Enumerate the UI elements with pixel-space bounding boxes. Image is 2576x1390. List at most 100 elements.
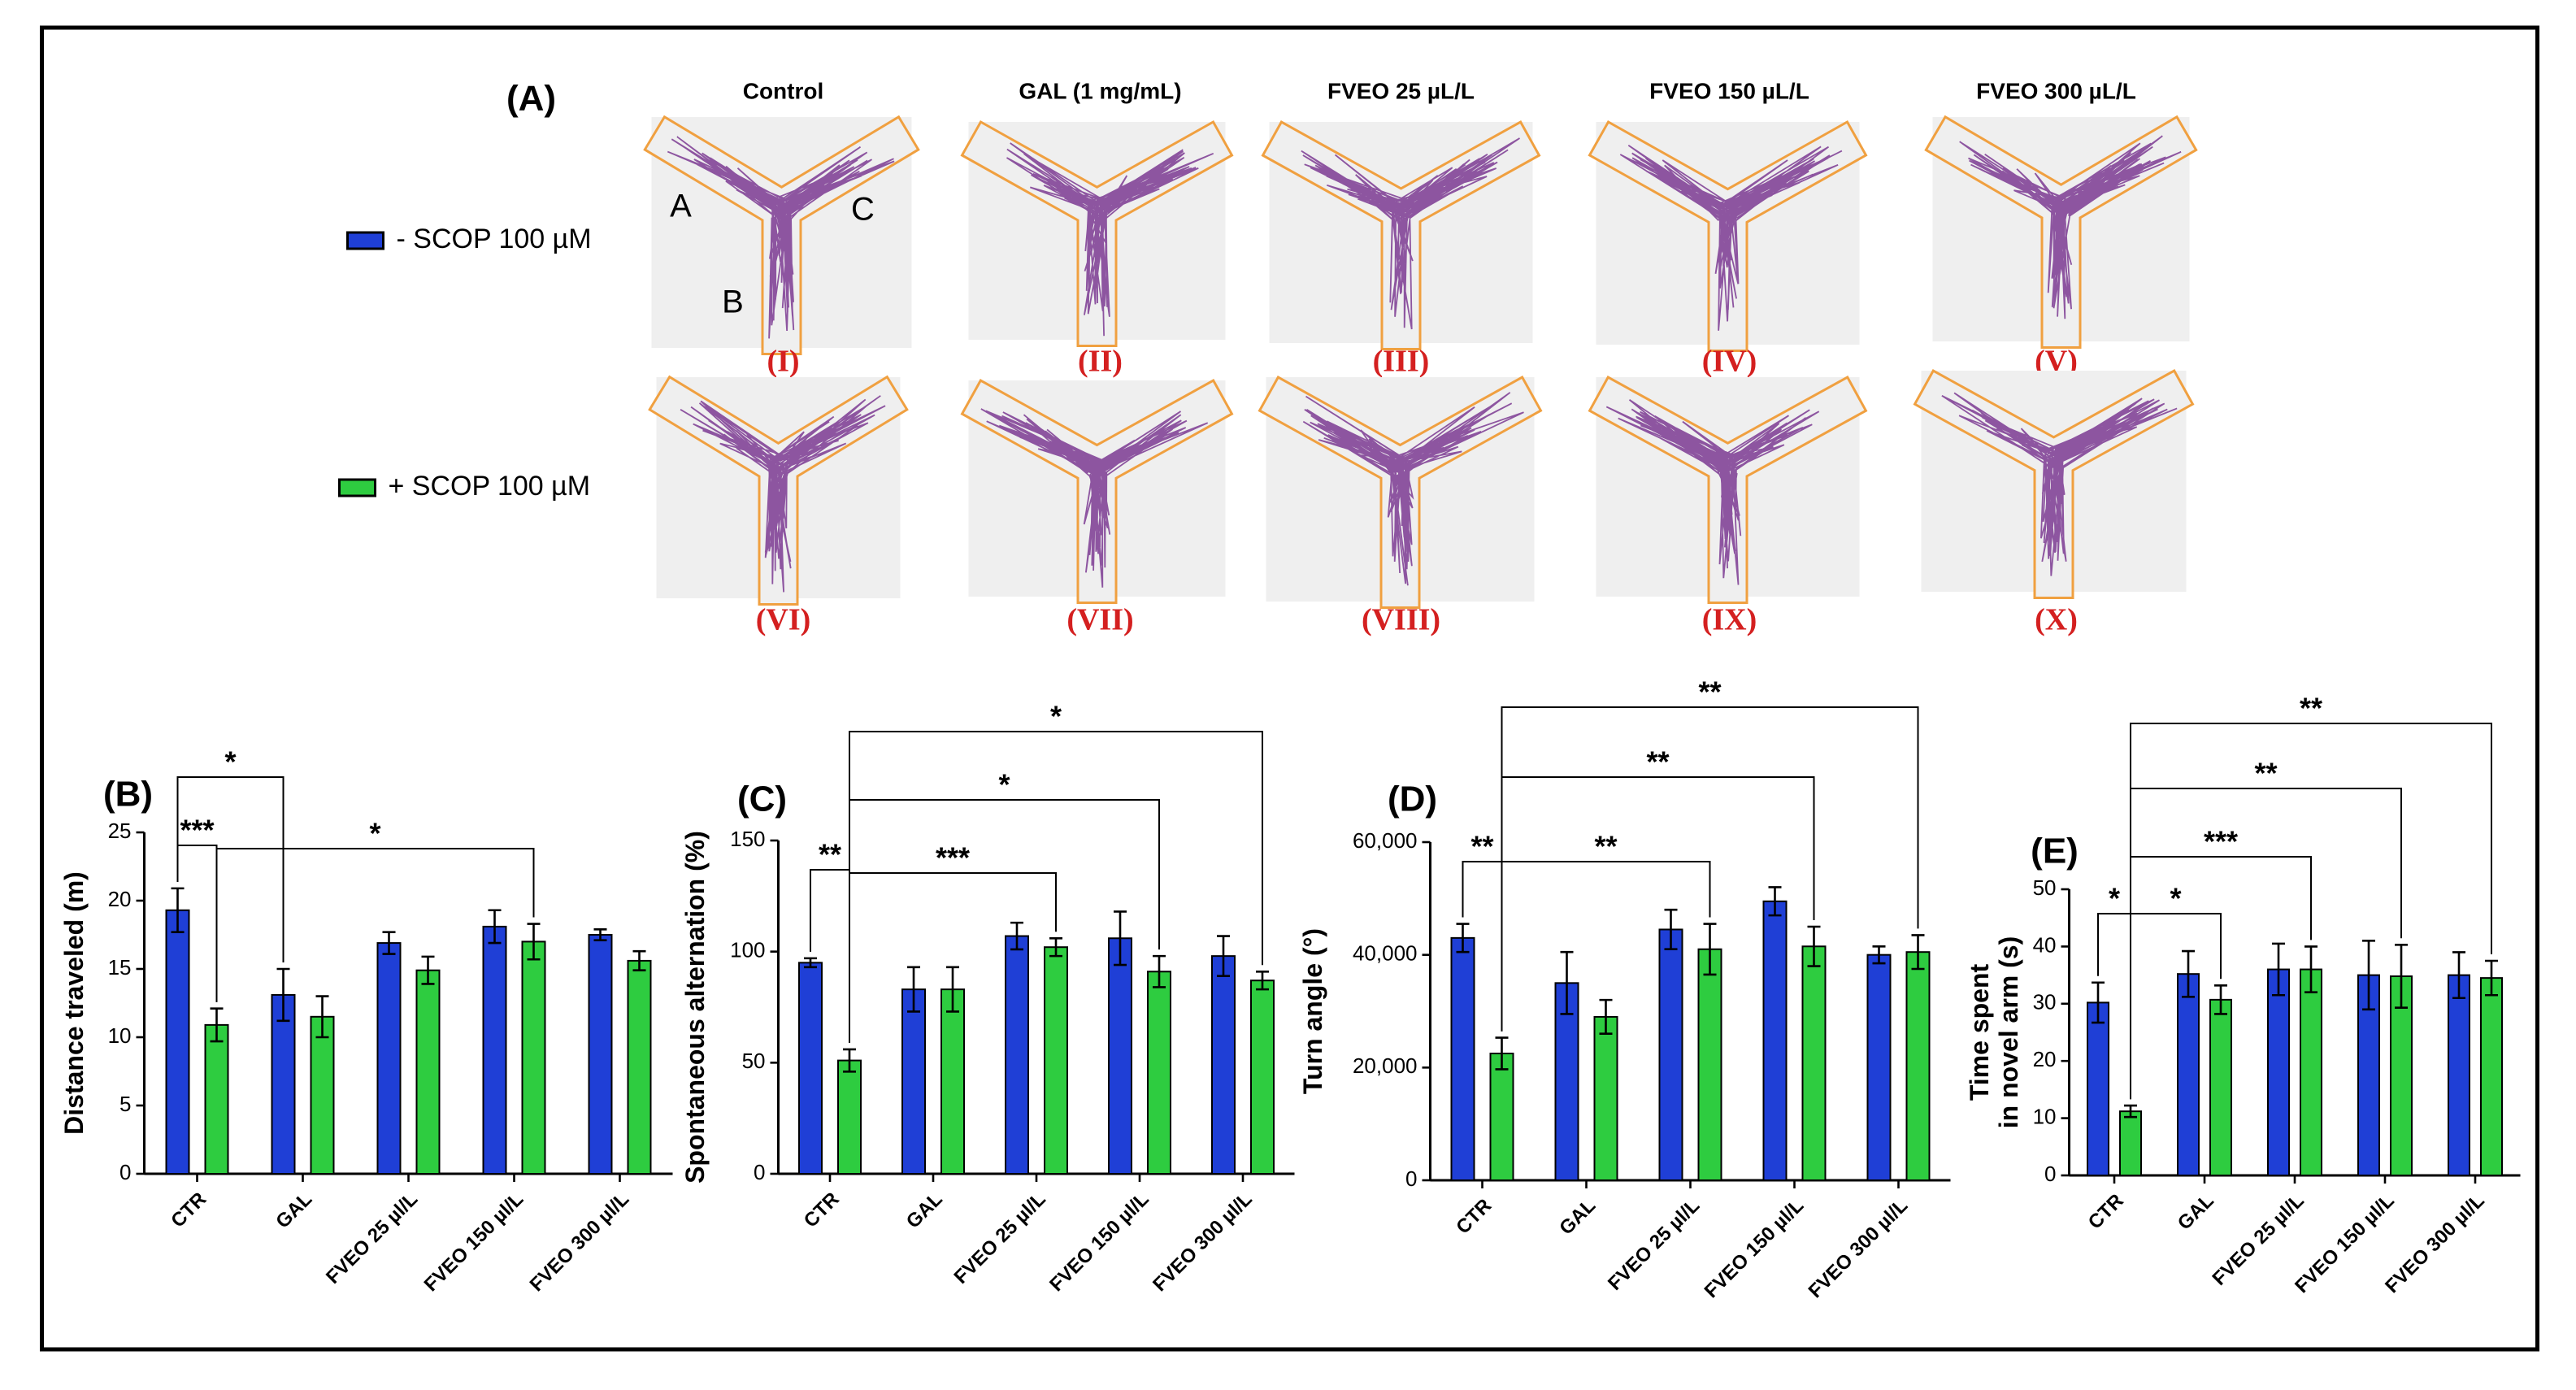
track — [1302, 392, 1524, 586]
error-bar — [1872, 945, 1886, 965]
error-bar — [1049, 936, 1062, 958]
x-tick-label: FVEO 300 µl/L — [1805, 1195, 1913, 1303]
column-title: Control — [743, 78, 824, 103]
x-tick-label: CTR — [1452, 1195, 1496, 1239]
x-tick-label: FVEO 25 µl/L — [2209, 1190, 2309, 1290]
y-tick-label: 0 — [2044, 1162, 2056, 1186]
error-bar — [527, 923, 541, 961]
error-bar — [2452, 951, 2465, 1000]
error-bar — [1217, 935, 1230, 978]
x-tick-label: FVEO 25 µl/L — [950, 1188, 1050, 1288]
legend-label: - SCOP 100 µM — [397, 224, 592, 254]
significance-label: *** — [936, 841, 970, 875]
bar — [2209, 998, 2232, 1176]
error-bar — [2272, 942, 2285, 997]
legend-swatch — [338, 478, 376, 497]
bar — [310, 1015, 335, 1175]
error-bar — [946, 966, 959, 1013]
bar — [1905, 951, 1931, 1181]
significance-label: * — [998, 768, 1010, 801]
y-tick-label: 20 — [2033, 1047, 2057, 1071]
error-bar — [2214, 984, 2227, 1015]
significance-bracket — [1501, 706, 1919, 1032]
x-tick-label: GAL — [902, 1188, 947, 1233]
error-bar — [2395, 943, 2408, 1010]
arm-label: B — [722, 285, 744, 320]
image-label: (IV) — [1702, 345, 1757, 379]
error-bar — [2485, 959, 2498, 997]
significance-bracket — [176, 776, 285, 962]
y-axis-title: Turn angle (°) — [1298, 928, 1327, 1094]
bar — [1211, 955, 1236, 1175]
bar — [1593, 1015, 1618, 1182]
error-bar — [2362, 940, 2375, 1011]
y-tick-label: 25 — [108, 819, 132, 843]
y-tick-label: 5 — [119, 1092, 131, 1116]
image-label: (II) — [1078, 345, 1123, 379]
error-bar — [1703, 923, 1717, 976]
column-title: FVEO 300 µL/L — [1976, 78, 2136, 103]
error-bar — [2304, 945, 2318, 994]
track — [680, 395, 886, 593]
significance-bracket — [215, 848, 535, 1002]
y-tick-label: 150 — [730, 827, 765, 851]
bar — [415, 969, 441, 1175]
track — [1301, 137, 1521, 330]
bar — [2300, 968, 2322, 1177]
y-tick-label: 50 — [742, 1049, 766, 1073]
error-bar — [593, 927, 607, 942]
x-tick-label: CTR — [800, 1188, 844, 1232]
x-tick-label: FVEO 150 µl/L — [420, 1188, 528, 1297]
track — [1006, 142, 1214, 337]
significance-label: *** — [2204, 825, 2238, 858]
significance-label: ** — [1698, 675, 1721, 709]
bar — [940, 988, 965, 1175]
y-tick-label: 60,000 — [1353, 828, 1418, 853]
y-tick-label: 10 — [2033, 1104, 2057, 1128]
error-bar — [488, 909, 502, 945]
y-axis-title: Distance traveled (m) — [59, 871, 89, 1135]
bar — [837, 1059, 862, 1175]
error-bar — [382, 931, 396, 955]
arm-label: C — [851, 192, 875, 228]
bar — [627, 959, 652, 1175]
x-tick-label: FVEO 25 µl/L — [1604, 1195, 1704, 1295]
image-label: (VI) — [756, 603, 811, 637]
error-bar — [1599, 998, 1613, 1036]
x-tick-label: GAL — [1555, 1195, 1600, 1240]
significance-label: * — [2170, 882, 2181, 915]
x-tick-label: CTR — [2084, 1190, 2128, 1234]
error-bar — [2092, 981, 2105, 1024]
y-axis-title: in novel arm (s) — [1994, 936, 2023, 1129]
error-bar — [1153, 954, 1166, 988]
bar — [271, 993, 296, 1175]
error-bar — [171, 887, 185, 933]
track — [1959, 135, 2182, 319]
error-bar — [1010, 921, 1023, 951]
bar — [204, 1023, 229, 1175]
error-bar — [210, 1007, 224, 1043]
y-tick-label: 20 — [108, 887, 132, 911]
x-tick-label: FVEO 150 µl/L — [1045, 1188, 1153, 1297]
bar — [1697, 948, 1722, 1181]
bar — [521, 940, 546, 1175]
y-tick-label: 100 — [730, 938, 765, 962]
bar — [165, 909, 190, 1175]
track — [1941, 392, 2178, 576]
significance-label: ** — [2300, 692, 2322, 725]
bar — [1762, 900, 1788, 1182]
image-label: (IX) — [1702, 603, 1757, 637]
significance-label: * — [2109, 882, 2120, 915]
bar — [2480, 977, 2503, 1176]
x-tick-label: FVEO 25 µl/L — [322, 1188, 422, 1288]
significance-label: *** — [180, 814, 214, 847]
error-bar — [804, 957, 817, 969]
error-bar — [2124, 1104, 2137, 1119]
panel-label: (D) — [1388, 780, 1437, 819]
bar — [1450, 936, 1475, 1182]
error-bar — [1256, 970, 1269, 991]
bar — [2087, 1001, 2109, 1176]
significance-bracket — [849, 731, 1263, 1043]
error-bar — [1807, 925, 1821, 967]
